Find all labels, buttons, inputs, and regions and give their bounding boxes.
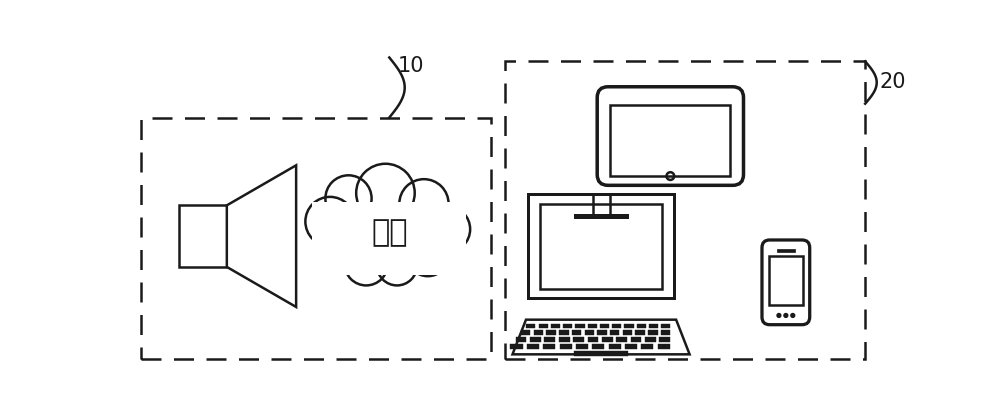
Circle shape (305, 197, 355, 246)
Polygon shape (635, 330, 645, 335)
Polygon shape (559, 330, 569, 335)
Polygon shape (551, 324, 560, 328)
Text: 网络: 网络 (371, 219, 408, 248)
Polygon shape (610, 330, 619, 335)
Circle shape (356, 164, 415, 222)
Polygon shape (616, 337, 627, 342)
Polygon shape (610, 105, 730, 176)
Polygon shape (227, 165, 296, 307)
Polygon shape (516, 337, 526, 342)
Polygon shape (609, 344, 621, 349)
Polygon shape (575, 324, 585, 328)
Polygon shape (769, 256, 803, 305)
Polygon shape (539, 324, 548, 328)
Polygon shape (540, 203, 662, 289)
Polygon shape (585, 330, 594, 335)
Polygon shape (572, 330, 581, 335)
Polygon shape (592, 344, 604, 349)
Polygon shape (588, 337, 598, 342)
Polygon shape (526, 324, 535, 328)
Polygon shape (637, 324, 646, 328)
Circle shape (399, 179, 449, 228)
Text: 10: 10 (398, 56, 424, 76)
Polygon shape (641, 344, 653, 349)
Polygon shape (631, 337, 641, 342)
Polygon shape (528, 194, 674, 298)
Circle shape (424, 206, 470, 252)
Polygon shape (573, 337, 584, 342)
Polygon shape (625, 344, 637, 349)
Polygon shape (612, 324, 621, 328)
Circle shape (377, 245, 417, 286)
Polygon shape (588, 324, 597, 328)
Polygon shape (645, 337, 656, 342)
FancyBboxPatch shape (597, 87, 744, 186)
Polygon shape (560, 344, 572, 349)
Polygon shape (648, 330, 658, 335)
Polygon shape (530, 337, 541, 342)
Polygon shape (600, 324, 609, 328)
Circle shape (325, 175, 372, 222)
Circle shape (791, 313, 795, 317)
Polygon shape (658, 344, 670, 349)
Polygon shape (544, 337, 555, 342)
Polygon shape (543, 344, 555, 349)
Polygon shape (559, 337, 570, 342)
Polygon shape (179, 205, 227, 267)
Polygon shape (534, 330, 543, 335)
Polygon shape (623, 330, 632, 335)
Polygon shape (649, 324, 658, 328)
FancyBboxPatch shape (762, 240, 810, 325)
Circle shape (784, 313, 788, 317)
Polygon shape (659, 337, 670, 342)
Polygon shape (527, 344, 539, 349)
Circle shape (318, 224, 364, 270)
Polygon shape (510, 344, 523, 349)
Polygon shape (512, 320, 690, 354)
Polygon shape (602, 337, 613, 342)
Polygon shape (312, 202, 466, 276)
Circle shape (777, 313, 781, 317)
Polygon shape (563, 324, 572, 328)
Circle shape (345, 242, 388, 286)
Circle shape (406, 233, 449, 276)
Text: 20: 20 (879, 72, 906, 92)
Polygon shape (597, 330, 607, 335)
Polygon shape (546, 330, 556, 335)
Polygon shape (521, 330, 530, 335)
Polygon shape (777, 249, 795, 252)
Polygon shape (661, 330, 670, 335)
Polygon shape (574, 351, 628, 356)
Polygon shape (661, 324, 670, 328)
Polygon shape (576, 344, 588, 349)
Polygon shape (624, 324, 634, 328)
